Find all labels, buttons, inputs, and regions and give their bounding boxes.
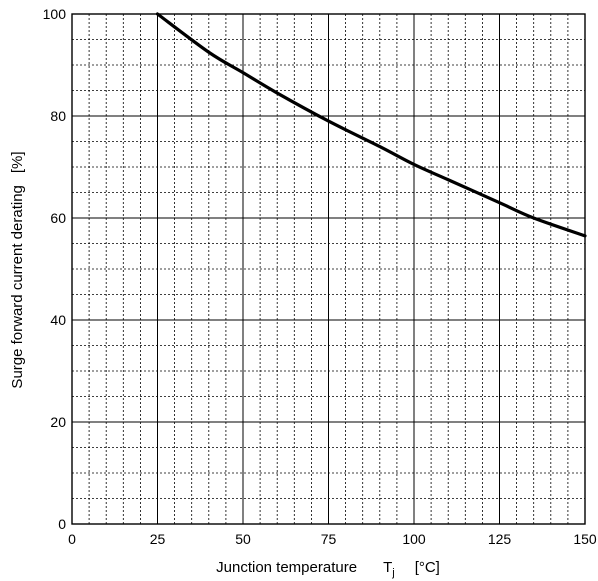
x-tick-labels: 0 25 50 75 100 125 150 bbox=[68, 531, 597, 547]
y-axis-label: Surge forward current derating [%] bbox=[9, 151, 26, 388]
derating-curve bbox=[155, 12, 587, 238]
x-tick-label: 75 bbox=[321, 531, 337, 547]
x-axis-label-text: Junction temperature bbox=[216, 559, 357, 576]
y-axis-label-text: Surge forward current derating bbox=[9, 185, 26, 388]
y-tick-label: 0 bbox=[58, 516, 66, 532]
major-grid bbox=[72, 14, 585, 524]
x-axis-subscript: j bbox=[391, 567, 394, 579]
y-tick-label: 40 bbox=[50, 312, 66, 328]
y-tick-label: 80 bbox=[50, 108, 66, 124]
y-tick-label: 20 bbox=[50, 414, 66, 430]
x-axis-label: Junction temperature Tj [°C] bbox=[216, 559, 440, 579]
y-tick-label: 100 bbox=[43, 6, 67, 22]
y-tick-labels: 0 20 40 60 80 100 bbox=[43, 6, 67, 532]
series-layer bbox=[155, 12, 587, 238]
x-tick-label: 50 bbox=[235, 531, 251, 547]
x-tick-label: 100 bbox=[402, 531, 426, 547]
x-axis-symbol: T bbox=[383, 559, 392, 576]
y-axis-unit: [%] bbox=[9, 151, 26, 173]
plot-frame bbox=[71, 13, 586, 525]
y-tick-label: 60 bbox=[50, 210, 66, 226]
x-tick-label: 25 bbox=[150, 531, 166, 547]
x-tick-label: 0 bbox=[68, 531, 76, 547]
x-tick-label: 150 bbox=[573, 531, 597, 547]
x-axis-unit: [°C] bbox=[415, 559, 440, 576]
x-tick-label: 125 bbox=[488, 531, 512, 547]
